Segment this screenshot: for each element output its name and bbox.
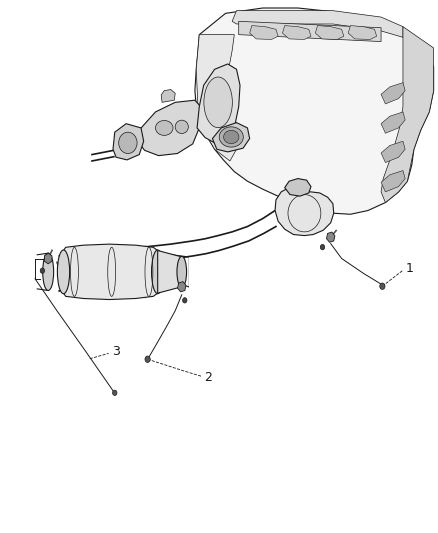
Ellipse shape bbox=[42, 253, 54, 290]
Polygon shape bbox=[212, 123, 250, 152]
Ellipse shape bbox=[145, 356, 150, 362]
Polygon shape bbox=[197, 64, 240, 143]
Ellipse shape bbox=[177, 256, 187, 287]
Polygon shape bbox=[285, 179, 311, 196]
Ellipse shape bbox=[40, 268, 45, 273]
Ellipse shape bbox=[204, 77, 233, 127]
Ellipse shape bbox=[320, 245, 325, 250]
Ellipse shape bbox=[113, 390, 117, 395]
Ellipse shape bbox=[224, 130, 239, 144]
Polygon shape bbox=[381, 27, 434, 203]
Polygon shape bbox=[283, 26, 311, 39]
Ellipse shape bbox=[155, 120, 173, 135]
Polygon shape bbox=[177, 281, 186, 292]
Polygon shape bbox=[232, 11, 403, 37]
Text: 1: 1 bbox=[406, 262, 414, 274]
Ellipse shape bbox=[380, 283, 385, 289]
Polygon shape bbox=[348, 26, 377, 39]
Ellipse shape bbox=[57, 250, 70, 294]
Polygon shape bbox=[315, 26, 344, 39]
Polygon shape bbox=[250, 26, 278, 39]
Ellipse shape bbox=[175, 120, 188, 134]
Polygon shape bbox=[239, 21, 381, 42]
Polygon shape bbox=[381, 112, 405, 133]
Ellipse shape bbox=[119, 132, 137, 154]
Polygon shape bbox=[381, 83, 405, 104]
Ellipse shape bbox=[183, 298, 187, 303]
Polygon shape bbox=[381, 141, 405, 163]
Polygon shape bbox=[275, 188, 334, 236]
Polygon shape bbox=[138, 100, 201, 156]
Polygon shape bbox=[381, 171, 405, 192]
Polygon shape bbox=[64, 244, 158, 300]
Polygon shape bbox=[44, 253, 52, 264]
Polygon shape bbox=[113, 124, 144, 160]
Text: 2: 2 bbox=[205, 371, 212, 384]
Polygon shape bbox=[161, 90, 175, 102]
Polygon shape bbox=[195, 8, 434, 214]
Text: 3: 3 bbox=[112, 345, 120, 358]
Polygon shape bbox=[326, 232, 335, 243]
Ellipse shape bbox=[152, 250, 164, 294]
Polygon shape bbox=[196, 35, 237, 161]
Polygon shape bbox=[158, 251, 182, 293]
Ellipse shape bbox=[219, 127, 244, 147]
